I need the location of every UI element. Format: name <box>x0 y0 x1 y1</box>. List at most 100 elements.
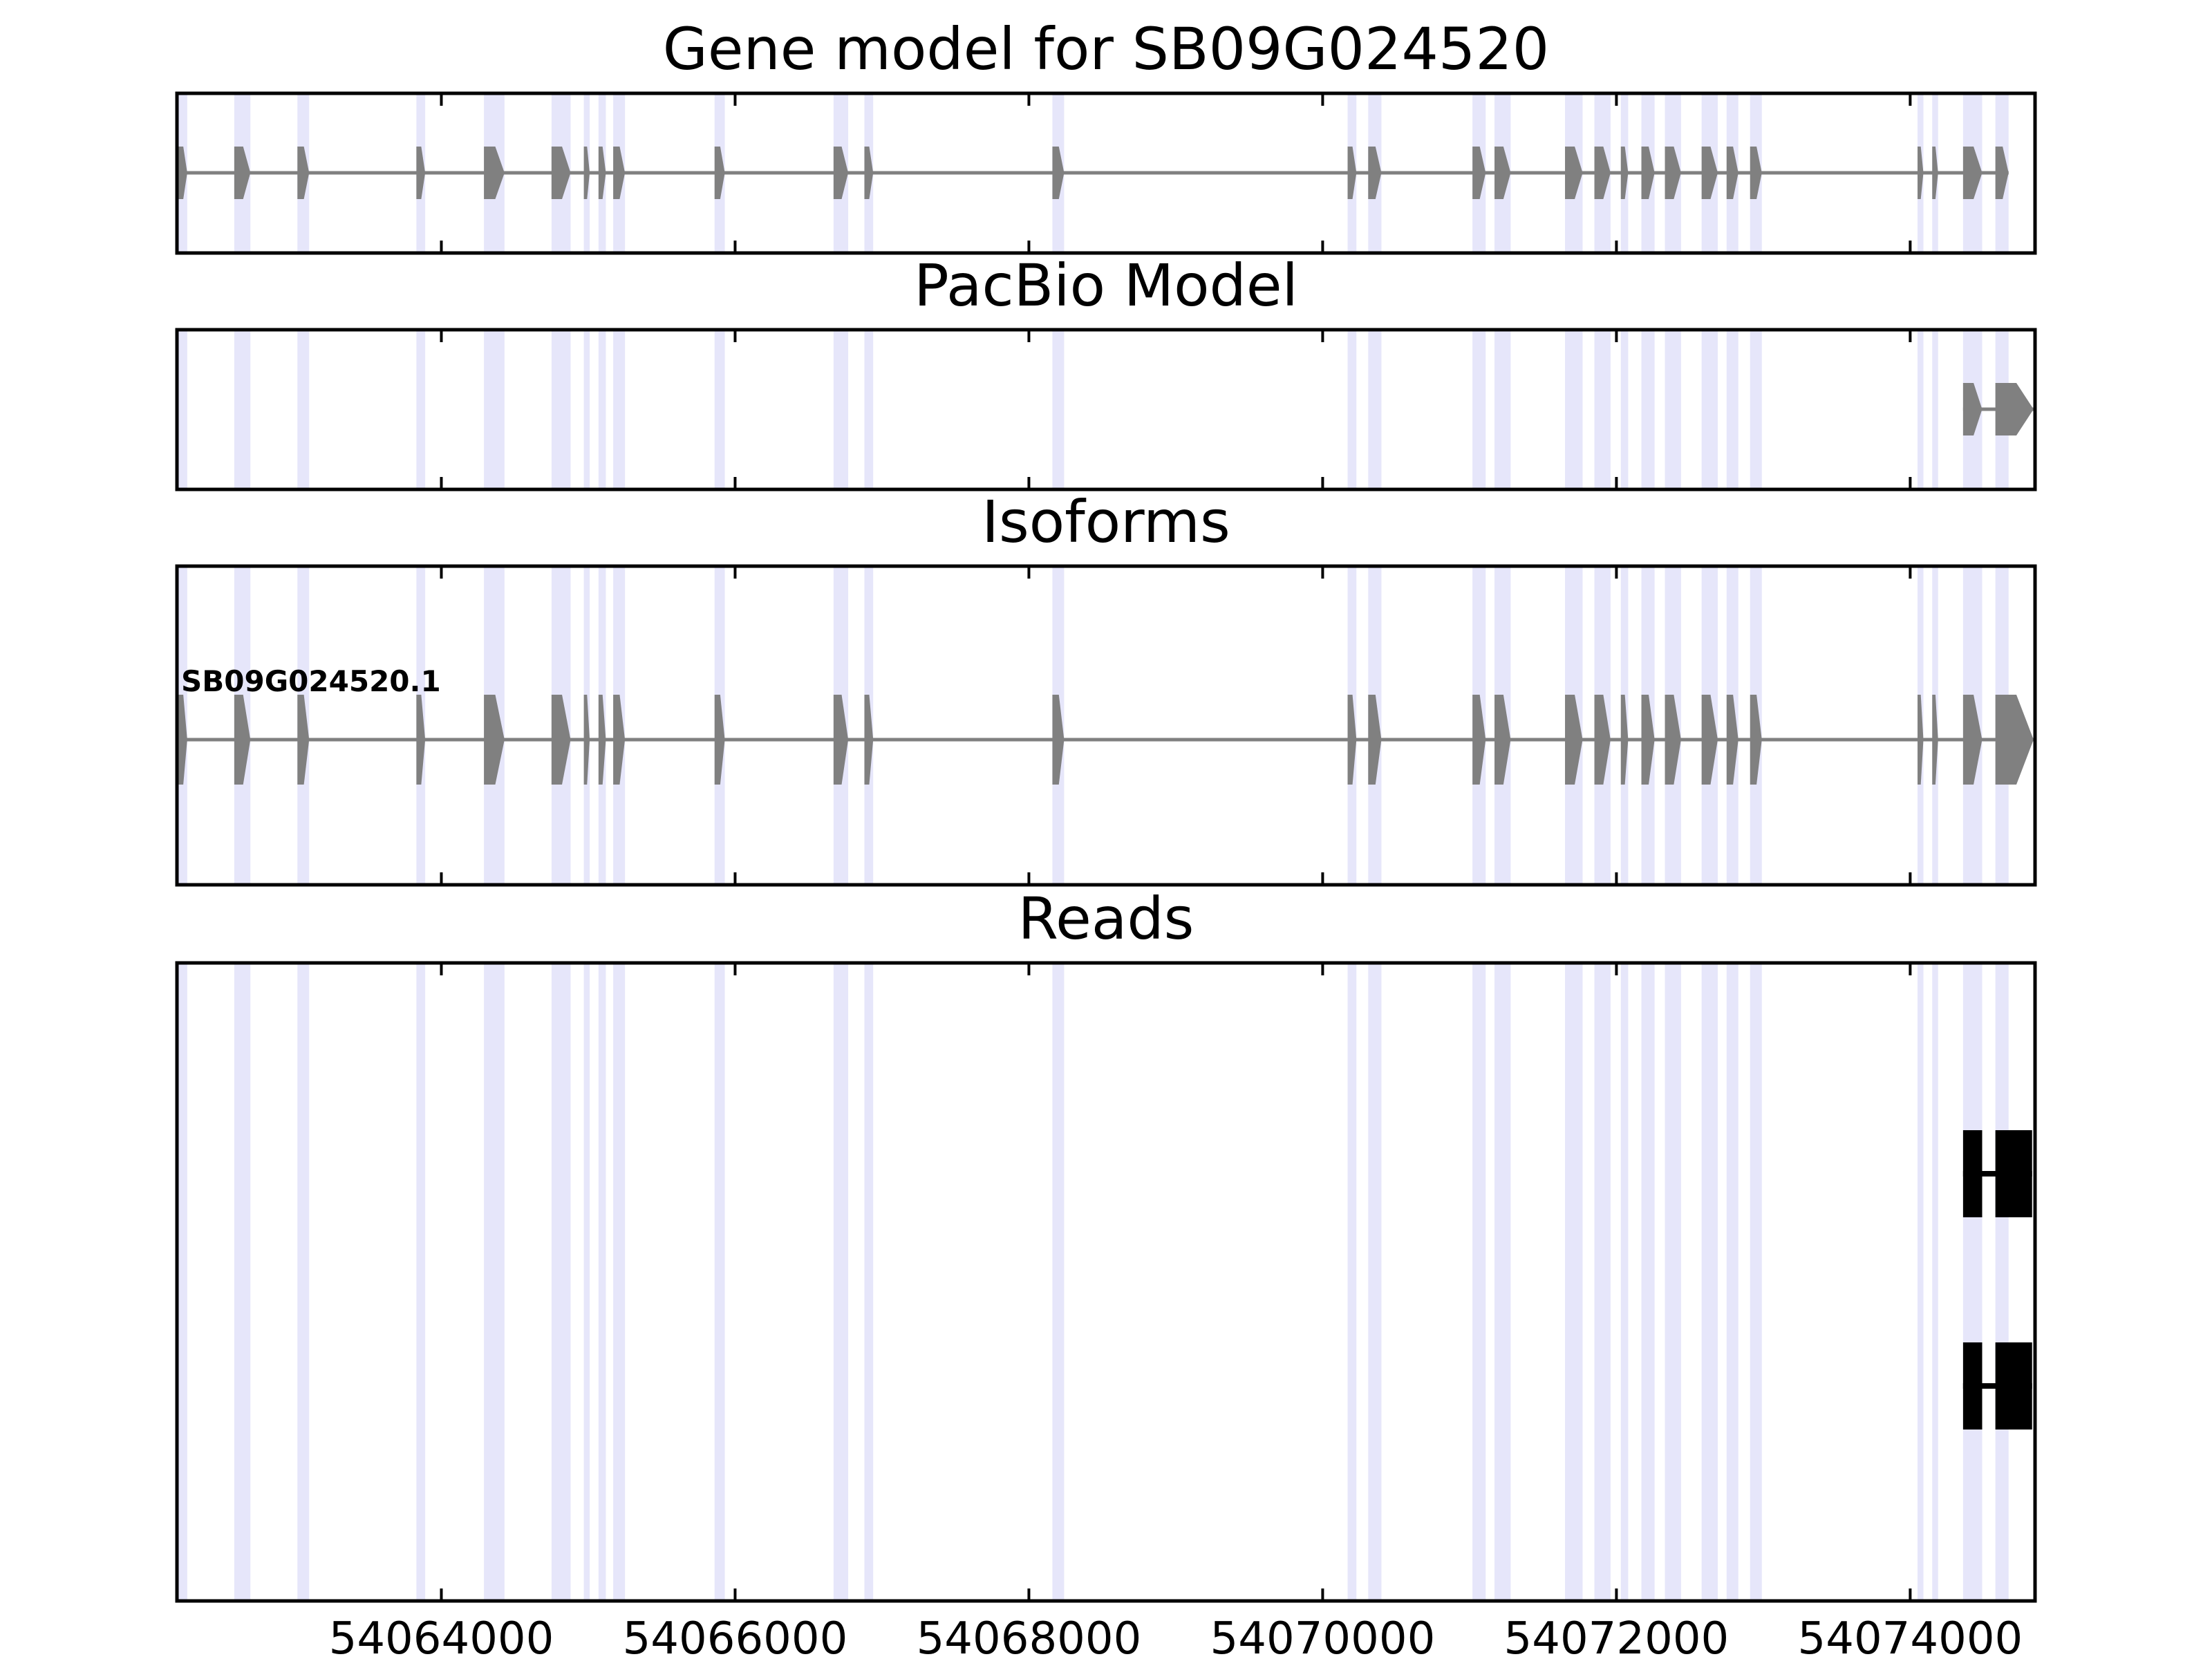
exon-highlight-band <box>864 330 874 489</box>
panel-title: PacBio Model <box>914 252 1298 319</box>
exon-highlight-band <box>178 963 187 1601</box>
exon-block <box>1962 383 1983 435</box>
exon-highlight-band <box>1565 963 1583 1601</box>
exon-block <box>1565 147 1583 199</box>
exon-highlight-band <box>1641 330 1655 489</box>
read-block <box>1962 1342 1983 1430</box>
exon-block <box>1641 695 1655 785</box>
exon-highlight-band <box>1494 963 1511 1601</box>
exon-highlight-band <box>1594 963 1611 1601</box>
exon-highlight-band <box>234 330 251 489</box>
exon-highlight-band <box>583 330 590 489</box>
exon-highlight-band <box>1932 963 1938 1601</box>
exon-block <box>1726 695 1738 785</box>
exon-highlight-band <box>416 330 426 489</box>
exon-block <box>1750 147 1762 199</box>
exon-highlight-band <box>598 963 606 1601</box>
exon-block <box>1347 695 1357 785</box>
exon-highlight-band <box>714 330 725 489</box>
exon-highlight-band <box>484 330 505 489</box>
x-tick-label: 54064000 <box>329 1613 554 1659</box>
exon-block <box>714 695 725 785</box>
exon-block <box>1962 147 1983 199</box>
exon-block <box>1472 695 1486 785</box>
exon-block <box>1052 695 1065 785</box>
exon-block <box>551 695 571 785</box>
exon-block <box>833 695 849 785</box>
exon-highlight-band <box>1932 330 1938 489</box>
exon-block <box>714 147 725 199</box>
exon-block <box>1368 695 1382 785</box>
exon-highlight-band <box>1726 963 1738 1601</box>
exon-highlight-band <box>1368 330 1382 489</box>
exon-highlight-band <box>1962 963 1983 1601</box>
exon-highlight-band <box>484 963 505 1601</box>
exon-highlight-band <box>1726 330 1738 489</box>
exon-block <box>1565 695 1583 785</box>
exon-highlight-band <box>1995 963 2009 1601</box>
exon-highlight-band <box>864 963 874 1601</box>
exon-block <box>416 695 426 785</box>
exon-highlight-band <box>1472 963 1486 1601</box>
exon-block <box>833 147 849 199</box>
exon-block <box>178 695 187 785</box>
exon-block <box>297 695 310 785</box>
x-tick-label: 54070000 <box>1210 1613 1436 1659</box>
exon-block <box>1701 147 1718 199</box>
exon-block <box>1494 147 1511 199</box>
exon-highlight-band <box>833 963 849 1601</box>
exon-highlight-band <box>416 963 426 1601</box>
exon-highlight-band <box>551 330 571 489</box>
panel-1: Gene model for SB09G024520 <box>175 15 2037 255</box>
exon-block <box>1932 147 1938 199</box>
panel-frame <box>175 91 2037 255</box>
exon-highlight-band <box>1565 330 1583 489</box>
exon-highlight-band <box>1665 330 1681 489</box>
exon-highlight-band <box>714 963 725 1601</box>
exon-highlight-band <box>1347 330 1357 489</box>
exon-block <box>1932 695 1938 785</box>
exon-block <box>1052 147 1065 199</box>
exon-highlight-band <box>583 963 590 1601</box>
exon-block <box>1726 147 1738 199</box>
exon-block <box>484 695 505 785</box>
exon-block <box>1472 147 1486 199</box>
exon-highlight-band <box>297 963 310 1601</box>
exon-block <box>613 147 626 199</box>
read-block <box>1995 1342 2032 1430</box>
exon-highlight-band <box>1750 963 1762 1601</box>
panel-title: Gene model for SB09G024520 <box>663 15 1549 83</box>
exon-block <box>1918 695 1924 785</box>
exon-block <box>234 147 251 199</box>
exon-block <box>1665 147 1681 199</box>
exon-highlight-band <box>1052 963 1065 1601</box>
exon-highlight-band <box>234 963 251 1601</box>
exon-highlight-band <box>1641 963 1655 1601</box>
x-tick-label: 54072000 <box>1504 1613 1730 1659</box>
panel-frame <box>175 328 2037 491</box>
exon-highlight-band <box>1594 330 1611 489</box>
exon-highlight-band <box>1918 330 1924 489</box>
x-tick-label: 54066000 <box>623 1613 848 1659</box>
exon-highlight-band <box>1701 963 1718 1601</box>
panel-title: Reads <box>1018 885 1194 953</box>
exon-highlight-band <box>1918 963 1924 1601</box>
panel-2: PacBio Model <box>175 252 2037 491</box>
exon-block <box>1665 695 1681 785</box>
exon-block <box>864 695 874 785</box>
exon-highlight-band <box>1750 330 1762 489</box>
exon-block <box>1494 695 1511 785</box>
exon-highlight-band <box>1665 963 1681 1601</box>
panel-3: SB09G024520.1 Isoforms <box>175 488 2037 887</box>
exon-highlight-band <box>613 330 626 489</box>
exon-block <box>1368 147 1382 199</box>
exon-highlight-band <box>297 330 310 489</box>
exon-highlight-band <box>1472 330 1486 489</box>
exon-block <box>297 147 310 199</box>
exon-block <box>613 695 626 785</box>
exon-block <box>598 147 606 199</box>
exon-highlight-band <box>1368 963 1382 1601</box>
exon-block <box>1594 147 1611 199</box>
exon-block <box>583 695 590 785</box>
exon-block <box>864 147 874 199</box>
